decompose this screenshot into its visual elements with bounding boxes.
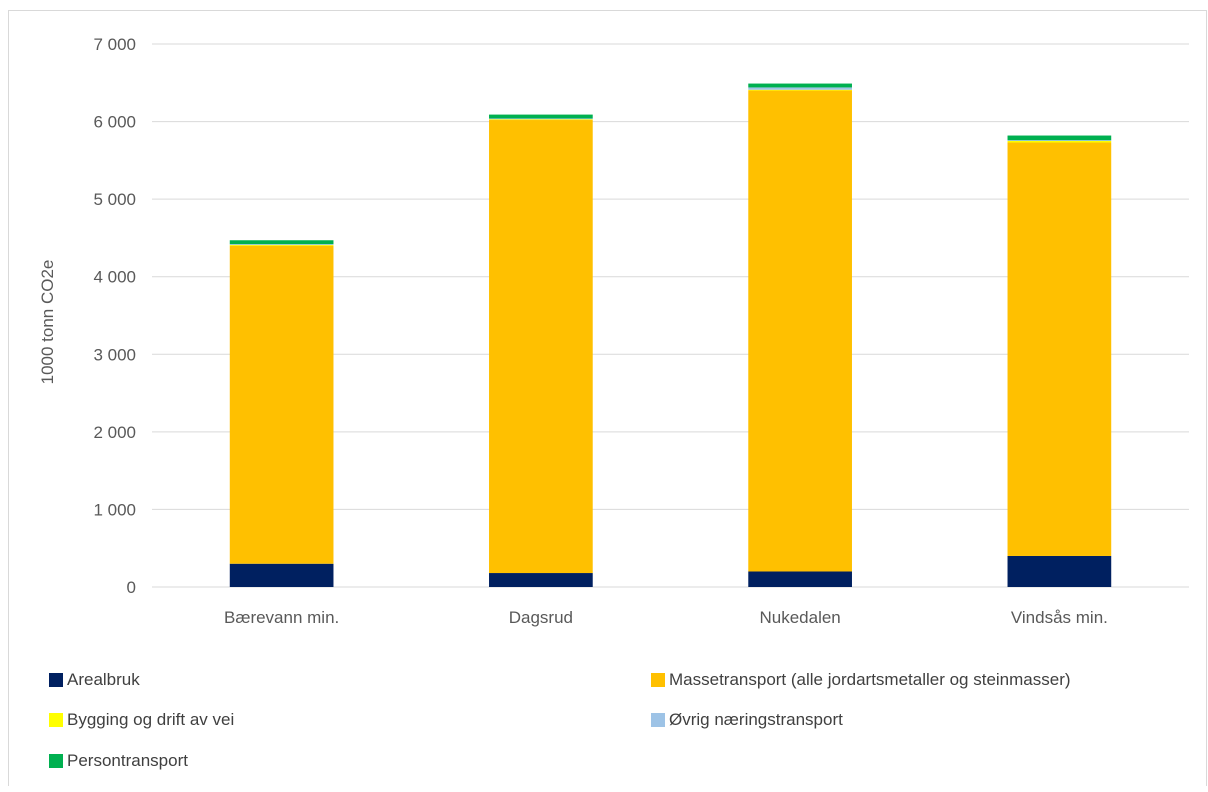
stacked-bar-chart: 0 1 000 2 000 3 000 4 000 5 000 6 000 7 000 Bær…: [38, 35, 1189, 627]
bar-segment-øvrig: [229, 244, 334, 245]
x-tick-label: Vindsås min.: [1011, 608, 1108, 627]
bar-segment-persontransport: [748, 83, 852, 88]
y-tick-label: 7 000: [93, 35, 136, 54]
y-tick-label: 6 000: [93, 113, 136, 132]
x-tick-labels: Bærevann min. Dagsrud Nukedalen Vindsås min…: [224, 608, 1108, 627]
bar-segment-arealbruk: [489, 573, 593, 587]
bar-segment-arealbruk: [1007, 555, 1112, 587]
x-tick-label: Dagsrud: [509, 608, 573, 627]
legend-swatch: [49, 754, 63, 768]
bar-segment-bygging: [229, 244, 334, 246]
bar-segment-bygging: [489, 119, 593, 121]
legend-swatch: [651, 713, 665, 727]
legend-swatch: [49, 713, 63, 727]
bar-segment-øvrig: [1007, 140, 1112, 141]
legend-label: Øvrig næringstransport: [669, 710, 843, 729]
bar-segment-arealbruk: [229, 563, 334, 587]
bar-segment-persontransport: [489, 114, 593, 119]
y-tick-labels: 0 1 000 2 000 3 000 4 000 5 000 6 000 7 000: [93, 35, 136, 597]
y-tick-label: 0: [127, 578, 136, 597]
y-tick-label: 1 000: [93, 500, 136, 519]
legend-label: Persontransport: [67, 751, 188, 770]
bar-segment-massetransport: [229, 245, 334, 564]
bars: [229, 83, 1112, 587]
x-tick-label: Nukedalen: [759, 608, 840, 627]
legend-item: Persontransport: [49, 751, 188, 771]
bar-segment-øvrig: [748, 87, 852, 90]
y-tick-label: 5 000: [93, 190, 136, 209]
legend-swatch: [651, 673, 665, 687]
y-tick-label: 4 000: [93, 268, 136, 287]
bar-segment-arealbruk: [748, 571, 852, 587]
y-tick-label: 2 000: [93, 423, 136, 442]
bar-segment-øvrig: [489, 118, 593, 120]
legend-item: Øvrig næringstransport: [651, 710, 843, 730]
y-axis-label: 1000 tonn CO2e: [38, 260, 57, 385]
legend-swatch: [49, 673, 63, 687]
bar-segment-persontransport: [229, 240, 334, 245]
bar-segment-massetransport: [489, 120, 593, 574]
bar-segment-massetransport: [1007, 142, 1112, 556]
legend-item: Massetransport (alle jordartsmetaller og…: [651, 670, 1071, 690]
bar-segment-bygging: [748, 89, 852, 91]
y-tick-label: 3 000: [93, 345, 136, 364]
chart-area: 0 1 000 2 000 3 000 4 000 5 000 6 000 7 000 Bær…: [8, 10, 1207, 786]
bar-segment-persontransport: [1007, 135, 1112, 141]
legend-label: Bygging og drift av vei: [67, 710, 235, 729]
legend-item: Bygging og drift av vei: [49, 710, 234, 730]
bar-segment-massetransport: [748, 90, 852, 572]
bar-segment-bygging: [1007, 140, 1112, 143]
legend-label: Massetransport (alle jordartsmetaller og…: [669, 670, 1071, 689]
legend-label: Arealbruk: [67, 670, 140, 689]
x-tick-label: Bærevann min.: [224, 608, 339, 627]
legend-item: Arealbruk: [49, 670, 140, 690]
